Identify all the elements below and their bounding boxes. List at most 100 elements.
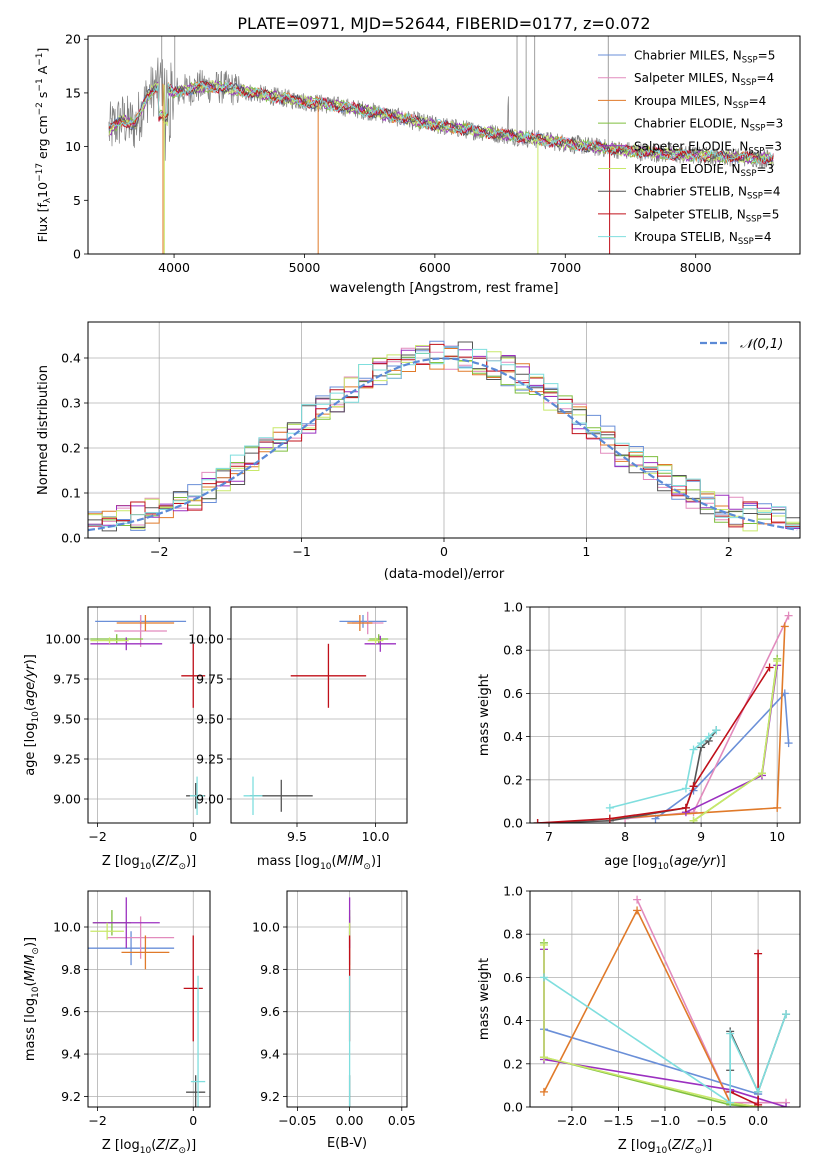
y-tick-label: 9.00 bbox=[196, 792, 224, 807]
x-axis-label: Z [log10(Z/Z⊙)] bbox=[102, 854, 196, 872]
weight-line bbox=[655, 691, 790, 820]
x-axis-label: wavelength [Angstrom, rest frame] bbox=[330, 281, 559, 296]
y-tick-label: 0.1 bbox=[61, 486, 81, 501]
x-tick-label: −1.5 bbox=[603, 1113, 633, 1128]
y-tick-label: 9.4 bbox=[61, 1047, 81, 1062]
x-tick-label: 2 bbox=[725, 544, 733, 559]
y-tick-label: 9.6 bbox=[260, 1004, 280, 1019]
legend-entry: Salpeter ELODIE, NSSP=3 bbox=[634, 139, 782, 156]
weight-line bbox=[537, 729, 717, 823]
x-tick-label: 9 bbox=[697, 829, 705, 844]
x-axis-label: age [log10(age/yr)] bbox=[604, 854, 726, 872]
axes-frame bbox=[286, 890, 408, 1108]
y-tick-label: 0.6 bbox=[503, 686, 523, 701]
y-tick-label: 9.4 bbox=[260, 1047, 280, 1062]
plot-area bbox=[88, 340, 800, 532]
y-tick-label: 9.75 bbox=[196, 672, 224, 687]
weight-line bbox=[609, 626, 786, 820]
y-tick-label: 9.2 bbox=[61, 1089, 81, 1104]
y-tick-label: 0 bbox=[73, 247, 81, 262]
plot-area bbox=[533, 611, 793, 823]
grid bbox=[88, 891, 210, 1107]
y-tick-label: 9.75 bbox=[53, 672, 81, 687]
y-tick-label: 9.2 bbox=[260, 1089, 280, 1104]
x-tick-label: −0.5 bbox=[696, 1113, 726, 1128]
y-tick-label: 0.4 bbox=[503, 729, 523, 744]
y-tick-label: 0.8 bbox=[503, 643, 523, 658]
y-tick-label: 9.6 bbox=[61, 1004, 81, 1019]
y-tick-label: 0.2 bbox=[503, 772, 523, 787]
axes-weight_vs_age: 7 8 9 10 0.0 0.2 0.4 0.6 0.8 1.0 mass weight age [l… bbox=[477, 600, 801, 872]
weight-line bbox=[543, 1028, 759, 1095]
y-tick-label: 9.25 bbox=[196, 752, 224, 767]
axes-spectrum: 4000 5000 6000 7000 8000 0 5 10 15 20 wavelength [… bbox=[35, 32, 801, 296]
x-tick-label: 0 bbox=[440, 544, 448, 559]
weight-line bbox=[543, 945, 759, 1107]
y-axis-label: mass [log10(M/M⊙)] bbox=[23, 937, 41, 1061]
plot-area bbox=[90, 615, 206, 815]
y-tick-label: 9.8 bbox=[260, 962, 280, 977]
y-tick-label: 10.00 bbox=[188, 632, 224, 647]
x-tick-label: −2 bbox=[150, 544, 168, 559]
plot-area bbox=[108, 36, 775, 254]
x-tick-label: 10.0 bbox=[362, 829, 390, 844]
grid bbox=[287, 891, 407, 1107]
y-tick-label: 9.8 bbox=[61, 962, 81, 977]
y-tick-label: 0.2 bbox=[503, 1056, 523, 1071]
y-tick-label: 0.6 bbox=[503, 970, 523, 985]
x-tick-label: 0.05 bbox=[388, 1113, 416, 1128]
y-tick-label: 9.50 bbox=[53, 712, 81, 727]
y-tick-label: 0.4 bbox=[503, 1013, 523, 1028]
legend: 𝒩(0,1) bbox=[700, 337, 783, 352]
legend-entry: Kroupa STELIB, NSSP=4 bbox=[634, 230, 772, 247]
y-tick-label: 10.0 bbox=[252, 920, 280, 935]
y-tick-label: 10 bbox=[65, 139, 81, 154]
x-tick-label: −2 bbox=[88, 829, 106, 844]
grid bbox=[231, 607, 407, 823]
axes-frame bbox=[87, 606, 211, 824]
y-tick-label: 20 bbox=[65, 32, 81, 47]
x-tick-label: −1 bbox=[292, 544, 310, 559]
axes-mass_vs_Z: −2 0 9.2 9.4 9.6 9.8 10.0 Z [log10(Z/Z⊙)] mass [… bbox=[23, 890, 211, 1156]
legend-entry: Kroupa MILES, NSSP=4 bbox=[634, 94, 766, 111]
x-tick-label: 10 bbox=[769, 829, 785, 844]
grid bbox=[530, 606, 800, 824]
x-tick-label: −0.05 bbox=[278, 1113, 316, 1128]
plot-area bbox=[539, 895, 791, 1107]
x-tick-label: −2 bbox=[88, 1113, 106, 1128]
x-tick-label: 1 bbox=[582, 544, 590, 559]
y-tick-label: 0.2 bbox=[61, 441, 81, 456]
y-tick-label: 10.0 bbox=[53, 920, 81, 935]
weight-line bbox=[543, 942, 759, 1107]
y-axis-label: Normed distribution bbox=[36, 365, 51, 495]
x-tick-label: −2.0 bbox=[557, 1113, 587, 1128]
x-tick-label: 0 bbox=[189, 829, 197, 844]
y-axis-label: mass weight bbox=[477, 674, 492, 756]
axes-age_vs_Z: −2 0 9.00 9.25 9.50 9.75 10.00 Z [log10(Z/Z⊙)] a… bbox=[23, 606, 211, 872]
axes-frame bbox=[529, 890, 801, 1108]
figure-title: PLATE=0971, MJD=52644, FIBERID=0177, z=0… bbox=[237, 14, 650, 33]
legend: Chabrier MILES, NSSP=5 Salpeter MILES, NS… bbox=[598, 49, 783, 247]
x-axis-label: E(B-V) bbox=[327, 1136, 367, 1151]
axes-mass_vs_EBV: −0.05 0.00 0.05 9.2 9.4 9.6 9.8 10.0 E(B-V) bbox=[252, 890, 416, 1151]
weight-line bbox=[537, 667, 771, 823]
axes-frame bbox=[230, 606, 408, 824]
legend-entry: Chabrier STELIB, NSSP=4 bbox=[634, 185, 781, 202]
y-tick-label: 9.00 bbox=[53, 792, 81, 807]
x-axis-label: Z [log10(Z/Z⊙)] bbox=[102, 1138, 196, 1156]
legend-entry: Chabrier ELODIE, NSSP=3 bbox=[634, 117, 783, 134]
legend-entry: Chabrier MILES, NSSP=5 bbox=[634, 49, 775, 66]
x-tick-label: 0.0 bbox=[748, 1113, 768, 1128]
y-tick-label: 0.0 bbox=[61, 531, 81, 546]
legend-entry: Kroupa ELODIE, NSSP=3 bbox=[634, 162, 774, 179]
x-axis-label: Z [log10(Z/Z⊙)] bbox=[618, 1138, 712, 1156]
normal-curve bbox=[88, 357, 798, 532]
y-axis-label: mass weight bbox=[477, 958, 492, 1040]
y-tick-label: 0.8 bbox=[503, 927, 523, 942]
y-tick-label: 0.4 bbox=[61, 351, 81, 366]
legend-entry: Salpeter MILES, NSSP=4 bbox=[634, 71, 774, 88]
plot-area bbox=[88, 897, 206, 1107]
y-tick-label: 0.3 bbox=[61, 396, 81, 411]
x-tick-label: 6000 bbox=[419, 260, 451, 275]
